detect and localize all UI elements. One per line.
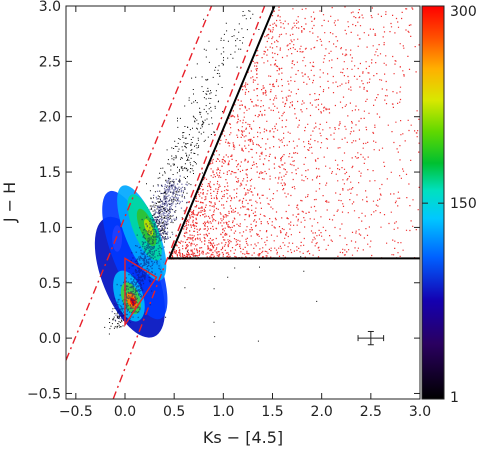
x-tick-label: 3.0 (409, 404, 431, 420)
colorbar-tick-label: 300 (450, 4, 477, 20)
x-axis: −0.5 0.0 0.5 1.0 1.5 2.0 2.5 3.0 (59, 6, 431, 420)
x-tick-label: 1.5 (261, 404, 283, 420)
colorbar: 1 150 300 (421, 4, 477, 406)
x-tick-label: 2.5 (360, 404, 382, 420)
y-tick-label: 1.5 (39, 165, 61, 181)
reddening-line (66, 6, 213, 361)
y-tick-label: −0.5 (27, 386, 61, 402)
plot-area (66, 6, 420, 399)
selected-points-layer (169, 6, 420, 260)
y-axis: −0.5 0.0 0.5 1.0 1.5 2.0 2.5 3.0 (27, 0, 420, 402)
y-tick-label: 2.0 (39, 110, 61, 126)
colorbar-gradient (421, 5, 445, 400)
y-tick-label: 2.5 (39, 54, 61, 70)
y-tick-label: 3.0 (39, 0, 61, 15)
x-tick-label: 0.0 (114, 404, 136, 420)
plot-frame (65, 5, 421, 400)
colorbar-tick-label: 150 (450, 196, 477, 212)
colorbar-tick-label: 1 (450, 390, 459, 406)
y-tick-label: 0.5 (39, 276, 61, 292)
y-tick-label: 1.0 (39, 220, 61, 236)
selection-boundary (167, 6, 420, 260)
colorbar-ticks: 1 150 300 (422, 4, 477, 406)
density-layer (94, 175, 188, 338)
density-speckle (111, 175, 188, 321)
y-tick-label: 0.0 (39, 331, 61, 347)
x-tick-label: 0.5 (163, 404, 185, 420)
x-tick-label: 1.0 (212, 404, 234, 420)
x-tick-label: 2.0 (311, 404, 333, 420)
x-tick-label: −0.5 (59, 404, 93, 420)
density-contour (112, 225, 123, 252)
selected-points (169, 6, 420, 260)
overlay-layer (66, 6, 420, 399)
y-axis-title: J − H (0, 182, 19, 223)
x-axis-title: Ks − [4.5] (203, 428, 283, 447)
red-box (124, 257, 158, 328)
reddening-line (112, 6, 266, 399)
